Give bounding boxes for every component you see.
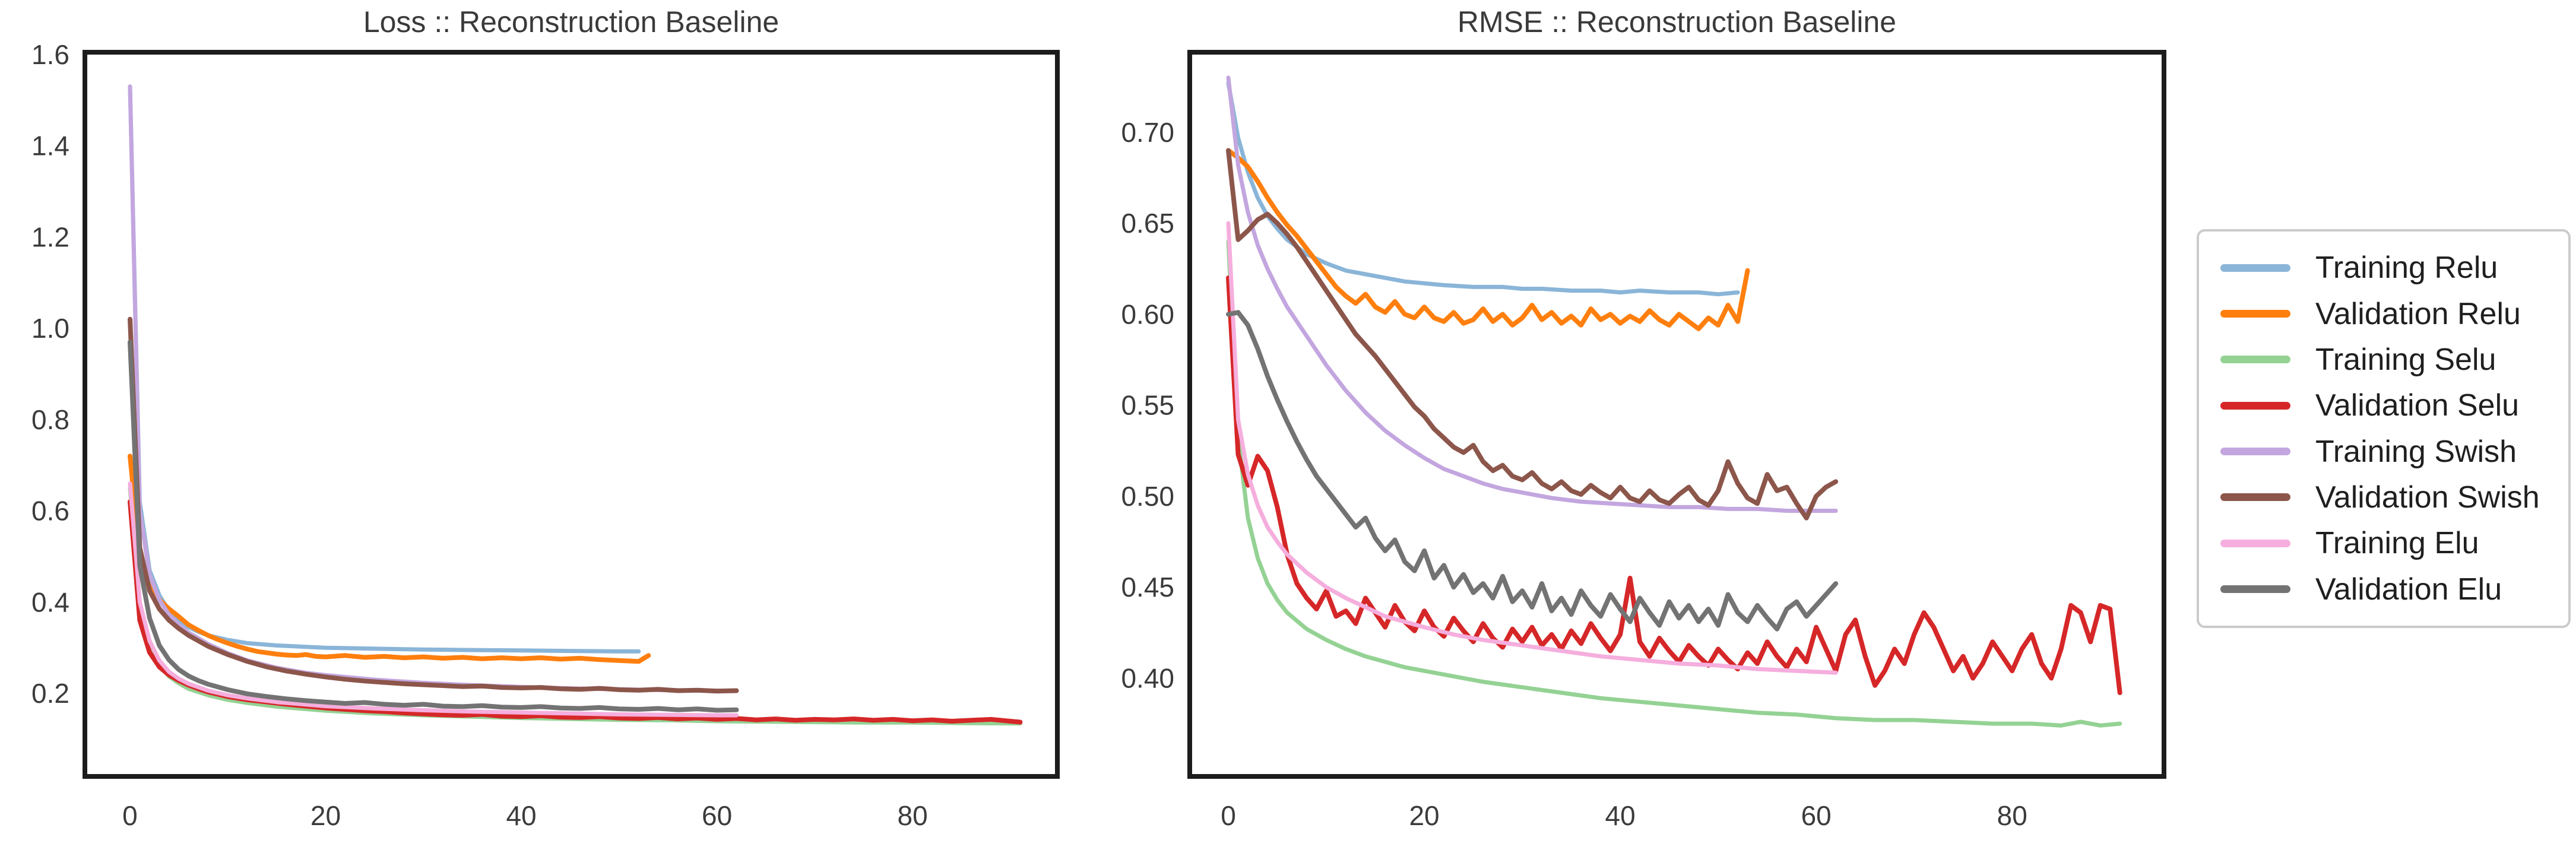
ytick-label-rmse: 0.50	[1121, 481, 1174, 512]
xtick-label-loss: 80	[898, 800, 928, 831]
series-line-training-swish	[1226, 75, 1838, 513]
ytick-label-loss: 1.4	[31, 131, 69, 161]
ytick-label-loss: 0.6	[31, 496, 69, 527]
series-line-validation-swish	[128, 316, 739, 694]
legend-swatch-icon	[2220, 539, 2290, 547]
axes-box-loss	[83, 50, 1060, 779]
legend-label: Validation Swish	[2315, 480, 2540, 515]
legend-swatch-icon	[2220, 493, 2290, 502]
ytick-label-rmse: 0.55	[1121, 390, 1174, 421]
xtick-label-rmse: 40	[1605, 800, 1636, 831]
legend-label: Training Selu	[2315, 342, 2496, 377]
ytick-label-loss: 0.8	[31, 404, 69, 435]
ytick-label-rmse: 0.40	[1121, 662, 1174, 693]
xtick-label-rmse: 0	[1221, 800, 1236, 831]
legend-label: Training Relu	[2315, 250, 2498, 286]
legend-item-validation-selu: Validation Selu	[2199, 388, 2568, 423]
legend-label: Training Swish	[2315, 434, 2517, 469]
series-line-validation-elu	[128, 340, 739, 713]
legend-item-training-selu: Training Selu	[2199, 342, 2568, 378]
legend-label: Validation Elu	[2315, 572, 2502, 607]
ytick-label-rmse: 0.45	[1121, 572, 1174, 603]
legend-label: Validation Relu	[2315, 296, 2521, 331]
xtick-label-loss: 40	[506, 800, 536, 831]
series-line-training-selu	[1226, 239, 2122, 728]
legend-swatch-icon	[2220, 448, 2290, 456]
ytick-label-loss: 1.2	[31, 221, 69, 252]
legend-label: Validation Selu	[2315, 388, 2520, 423]
ytick-label-rmse: 0.70	[1121, 117, 1174, 148]
series-line-training-swish	[128, 84, 739, 693]
ytick-label-loss: 1.0	[31, 313, 69, 344]
legend-swatch-icon	[2220, 585, 2290, 594]
plot-title-rmse: RMSE :: Reconstruction Baseline	[1457, 5, 1897, 39]
axes-box-rmse	[1187, 50, 2166, 779]
legend-swatch-icon	[2220, 310, 2290, 318]
series-line-validation-swish	[1226, 148, 1839, 521]
legend-item-validation-swish: Validation Swish	[2199, 480, 2568, 515]
xtick-label-rmse: 60	[1801, 800, 1832, 831]
series-line-training-elu	[1226, 221, 1838, 675]
xtick-label-rmse: 20	[1409, 800, 1439, 831]
legend-item-training-relu: Training Relu	[2199, 250, 2568, 286]
legend-item-training-swish: Training Swish	[2199, 434, 2568, 470]
ytick-label-loss: 1.6	[31, 39, 69, 70]
ytick-label-loss: 0.2	[31, 678, 69, 709]
series-line-validation-selu	[1226, 275, 2122, 695]
legend-item-validation-relu: Validation Relu	[2199, 296, 2568, 332]
plot-title-loss: Loss :: Reconstruction Baseline	[363, 5, 780, 39]
legend-swatch-icon	[2220, 264, 2290, 272]
legend-label: Training Elu	[2315, 526, 2479, 561]
legend: Training Relu Validation Relu Training Sel…	[2197, 229, 2571, 628]
legend-swatch-icon	[2220, 401, 2290, 410]
xtick-label-loss: 20	[310, 800, 341, 831]
legend-item-training-elu: Training Elu	[2199, 525, 2568, 561]
series-line-validation-relu	[1226, 148, 1750, 331]
ytick-label-rmse: 0.60	[1121, 299, 1174, 329]
xtick-label-loss: 0	[122, 800, 138, 831]
xtick-label-rmse: 80	[1997, 800, 2027, 831]
legend-item-validation-elu: Validation Elu	[2199, 572, 2568, 607]
legend-swatch-icon	[2220, 356, 2290, 364]
ytick-label-rmse: 0.65	[1121, 208, 1174, 239]
series-line-training-relu	[128, 84, 641, 654]
ytick-label-loss: 0.4	[31, 586, 69, 617]
series-line-validation-relu	[128, 454, 651, 664]
series-line-validation-elu	[1226, 310, 1839, 632]
series-line-training-elu	[128, 481, 739, 718]
series-line-training-relu	[1226, 81, 1740, 297]
xtick-label-loss: 60	[702, 800, 732, 831]
